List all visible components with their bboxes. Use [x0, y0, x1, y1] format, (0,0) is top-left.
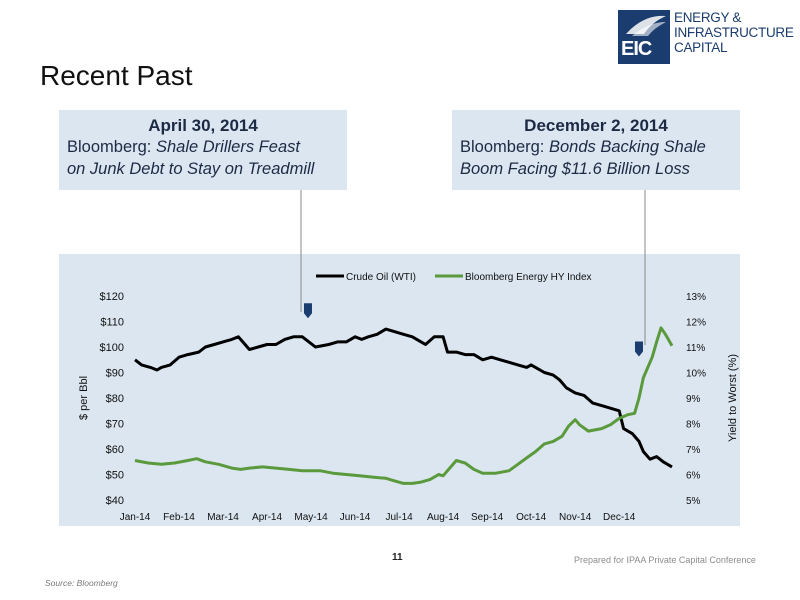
slide-title: Recent Past	[40, 60, 193, 91]
chart-background	[59, 254, 740, 526]
callout-text: Bloomberg: Shale Drillers Feast on Junk …	[59, 136, 347, 180]
x-tick-label: Oct-14	[516, 512, 546, 523]
y-left-tick-label: $80	[106, 393, 124, 405]
logo-wordmark: ENERGY & INFRASTRUCTURE CAPITAL	[674, 10, 794, 55]
y-axis-right-label: Yield to Worst (%)	[727, 354, 739, 442]
callout-date: April 30, 2014	[148, 116, 258, 135]
wing-icon	[626, 15, 666, 36]
y-left-tick-label: $90	[106, 368, 124, 380]
callout-headline-1: Shale Drillers Feast	[155, 138, 300, 156]
y-axis-left-ticks: $40 $50 $60 $70 $80 $90 $100 $110 $120	[100, 291, 124, 507]
y-right-tick-label: 5%	[686, 496, 701, 507]
y-right-tick-label: 9%	[686, 394, 701, 405]
callout-date: December 2, 2014	[524, 116, 668, 135]
chart-series	[134, 326, 674, 485]
event-markers	[303, 303, 643, 357]
y-axis-right-ticks: 5% 6% 7% 8% 9% 10% 11% 12% 13%	[686, 292, 706, 507]
x-tick-label: Aug-14	[427, 512, 460, 523]
y-right-tick-label: 10%	[686, 369, 706, 380]
x-tick-label: Jan-14	[120, 512, 151, 523]
prepared-for: Prepared for IPAA Private Capital Confer…	[574, 555, 756, 565]
y-right-tick-label: 12%	[686, 318, 706, 329]
logo-line-3: CAPITAL	[674, 40, 728, 55]
page-number: 11	[392, 552, 403, 563]
x-tick-label: Mar-14	[207, 512, 239, 523]
x-tick-label: Dec-14	[603, 512, 636, 523]
series-line-crude-oil	[134, 327, 673, 469]
y-right-tick-label: 6%	[686, 471, 701, 482]
logo-line-2: INFRASTRUCTURE	[674, 25, 794, 40]
y-left-tick-label: $100	[100, 342, 124, 354]
chart-legend: Crude Oil (WTI) Bloomberg Energy HY Inde…	[316, 272, 592, 283]
y-left-tick-label: $60	[106, 444, 124, 456]
x-tick-label: May-14	[294, 512, 328, 523]
logo-mark-text: EIC	[621, 38, 652, 60]
y-left-tick-label: $110	[100, 317, 124, 329]
eic-logo: EIC ENERGY & INFRASTRUCTURE CAPITAL	[618, 10, 794, 64]
x-tick-label: Feb-14	[163, 512, 195, 523]
logo-mark: EIC	[618, 10, 670, 64]
callout-source: Bloomberg:	[67, 138, 152, 156]
event-marker-2	[634, 341, 643, 357]
x-tick-label: Nov-14	[559, 512, 592, 523]
callout-headline-2: on Junk Debt to Stay on Treadmill	[67, 160, 315, 178]
event-marker-1	[303, 303, 312, 319]
legend-label-crude: Crude Oil (WTI)	[346, 272, 416, 283]
y-right-tick-label: 11%	[686, 343, 705, 354]
y-axis-left-label: $ per Bbl	[78, 376, 90, 420]
series-line-energy-hy-index	[134, 326, 674, 485]
logo-line-1: ENERGY &	[674, 10, 742, 25]
x-tick-label: Apr-14	[252, 512, 282, 523]
y-right-tick-label: 7%	[686, 445, 701, 456]
callout-headline-1: Bonds Backing Shale	[548, 138, 706, 156]
callout-december: December 2, 2014 Bloomberg: Bonds Backin…	[452, 110, 740, 190]
y-left-tick-label: $120	[100, 291, 124, 303]
y-left-tick-label: $50	[106, 470, 124, 482]
x-axis-ticks: Jan-14 Feb-14 Mar-14 Apr-14 May-14 Jun-14 Jul-…	[120, 512, 636, 523]
y-right-tick-label: 8%	[686, 420, 701, 431]
legend-label-hy: Bloomberg Energy HY Index	[465, 272, 592, 283]
callout-headline-2: Boom Facing $11.6 Billion Loss	[460, 160, 690, 178]
callout-april: April 30, 2014 Bloomberg: Shale Drillers…	[59, 110, 347, 190]
x-tick-label: Jun-14	[340, 512, 371, 523]
y-right-tick-label: 13%	[686, 292, 706, 303]
callout-text: Bloomberg: Bonds Backing Shale Boom Faci…	[452, 136, 740, 180]
y-left-tick-label: $70	[106, 419, 124, 431]
x-tick-label: Sep-14	[471, 512, 504, 523]
y-left-tick-label: $40	[106, 495, 124, 507]
callout-source: Bloomberg:	[460, 138, 545, 156]
source-note: Source: Bloomberg	[45, 578, 118, 588]
x-tick-label: Jul-14	[385, 512, 413, 523]
